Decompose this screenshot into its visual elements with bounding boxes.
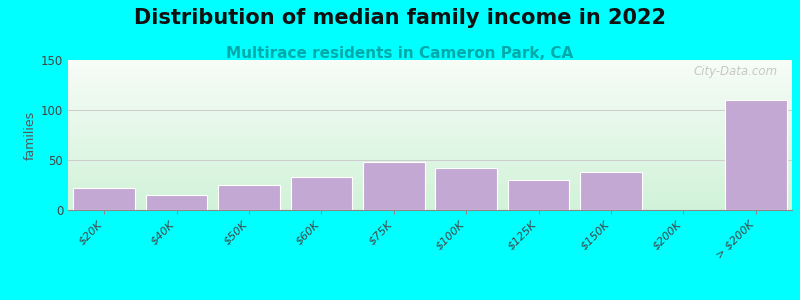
Bar bbox=[435, 168, 497, 210]
Text: Distribution of median family income in 2022: Distribution of median family income in … bbox=[134, 8, 666, 28]
Bar bbox=[74, 188, 135, 210]
Bar bbox=[725, 100, 786, 210]
Bar bbox=[580, 172, 642, 210]
Text: City-Data.com: City-Data.com bbox=[694, 64, 778, 77]
Bar bbox=[508, 180, 570, 210]
Bar bbox=[290, 177, 352, 210]
Bar bbox=[218, 185, 280, 210]
Text: Multirace residents in Cameron Park, CA: Multirace residents in Cameron Park, CA bbox=[226, 46, 574, 62]
Bar bbox=[363, 162, 425, 210]
Y-axis label: families: families bbox=[24, 110, 37, 160]
Bar bbox=[146, 195, 207, 210]
